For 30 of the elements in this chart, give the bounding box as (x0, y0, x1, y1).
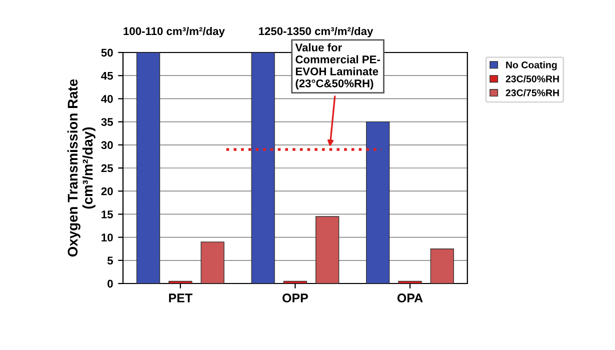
x-tick-label: OPP (282, 294, 308, 302)
legend-label: No Coating (506, 61, 557, 70)
bar (316, 216, 340, 284)
bar (136, 52, 160, 284)
legend-label: 23C/50%RH (506, 75, 559, 82)
bar (168, 280, 192, 284)
y-tick-label: 45 (101, 72, 113, 80)
bar (251, 52, 275, 284)
y-tick-label: 15 (102, 210, 113, 218)
y-tick-label: 35 (101, 118, 113, 126)
bar (366, 121, 390, 284)
y-tick-label: 50 (101, 48, 113, 57)
bar (398, 280, 422, 284)
y-tick-label: 25 (101, 164, 113, 172)
y-tick-label: 5 (107, 256, 113, 265)
text: 100-110 cm³/m²/day (124, 26, 225, 38)
y-axis-title: Oxygen Transmission Rate (cm³/m²/day) (67, 79, 96, 257)
y-tick-label: 20 (101, 187, 113, 196)
legend-label: 23C/75%RH (506, 89, 559, 96)
y-tick-label: 30 (101, 141, 113, 150)
annotation: Value for Commercial PE- EVOH Laminate (23°C&50%RH) (295, 43, 380, 90)
x-tick-label: OPA (397, 294, 423, 302)
x-tick-label: PET (169, 294, 192, 302)
bar (430, 248, 454, 284)
y-tick-label: 10 (102, 234, 113, 242)
y-tick-label: 40 (101, 94, 113, 103)
text: 1250-1350 cm³/m²/day (259, 26, 374, 38)
y-tick-label: 0 (108, 280, 113, 288)
bar (200, 242, 224, 284)
bar (283, 280, 308, 284)
